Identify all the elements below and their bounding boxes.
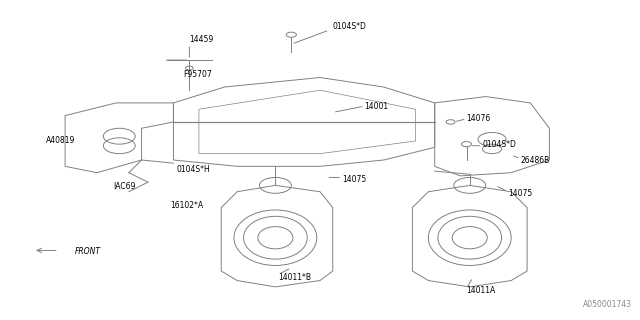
Text: 14075: 14075 [508,189,532,198]
Text: A40819: A40819 [46,136,76,146]
Text: 0104S*D: 0104S*D [333,22,367,31]
Text: FRONT: FRONT [75,247,100,257]
Text: 0104S*H: 0104S*H [177,165,211,174]
Text: 14075: 14075 [342,174,367,184]
Text: 26486B: 26486B [521,156,550,164]
Text: 14459: 14459 [189,35,214,44]
Text: 0104S*D: 0104S*D [483,140,516,148]
Text: A050001743: A050001743 [583,300,632,309]
Text: 14011*B: 14011*B [278,273,312,282]
Text: 14011A: 14011A [467,285,496,295]
Text: IAC69: IAC69 [113,182,135,191]
Text: 14076: 14076 [467,114,491,123]
Text: F95707: F95707 [183,70,212,79]
Text: 14001: 14001 [365,101,388,111]
Text: 16102*A: 16102*A [170,202,204,211]
